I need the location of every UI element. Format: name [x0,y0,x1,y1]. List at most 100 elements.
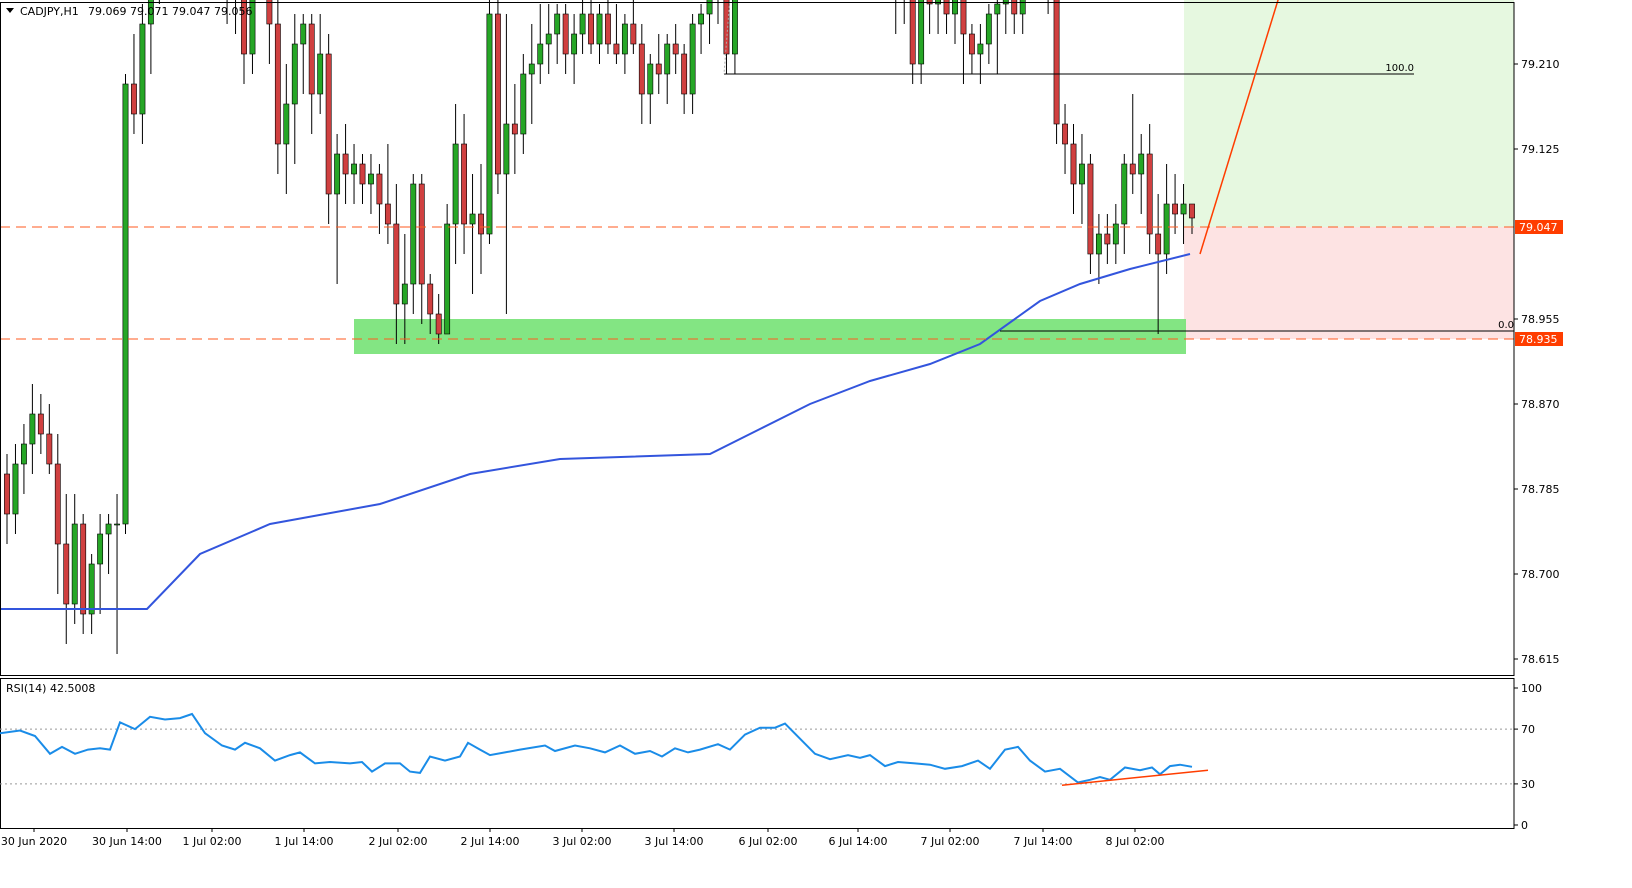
price-tag-stop-bg [1515,332,1563,346]
candle-body [376,173,383,205]
symbol-label: CADJPY,H1 [20,5,79,18]
candle-body [486,13,493,235]
candle-body [503,123,510,175]
candle-body [985,13,992,45]
time-tick-label: 6 Jul 02:00 [739,835,798,848]
chart-overlays: 0.0100.0100.061.888.60.079.36579.04778.9… [0,0,1563,676]
candle-body [630,23,637,45]
candle-body [1070,143,1077,185]
candle-body [54,463,61,545]
candle-body [1011,0,1018,15]
candle-body [266,0,273,25]
candle-body [977,43,984,55]
candle-body [410,183,417,285]
candle-body [511,123,518,135]
candle-body [621,23,628,55]
candle-body [105,523,112,535]
candle-body [1180,203,1187,215]
time-tick-label: 1 Jul 14:00 [275,835,334,848]
candle-body [638,43,645,95]
candle-body [274,23,281,145]
price-tick-label: 78.870 [1521,398,1560,411]
price-panel-frame [0,2,1515,676]
candle-body [588,13,594,45]
price-tag-current-bg [1515,220,1563,234]
rsi-panel: 100 70 30 0 [0,678,1542,832]
candle-body [359,163,366,185]
time-tick-label: 6 Jul 14:00 [829,835,888,848]
candle-body [283,103,290,145]
fib-label-upper-100: 100.0 [1385,63,1414,74]
time-tick-label: 7 Jul 02:00 [921,835,980,848]
price-tick-label: 78.615 [1521,653,1560,666]
candle-body [562,13,569,55]
time-axis: 30 Jun 2020 30 Jun 14:00 1 Jul 02:00 1 Jul … [1,828,1165,848]
price-tick-label: 78.700 [1521,568,1560,581]
candle-body [554,13,561,35]
candle-body [37,413,44,435]
candle-body [647,63,654,95]
candle-body [368,173,374,185]
candle-body [1146,153,1153,235]
candle-body [401,283,408,305]
candle-body [520,73,527,135]
candle-body [537,43,544,65]
candle-body [393,223,400,305]
candle-body [918,0,925,65]
candle-body [461,143,467,225]
candle-body [29,413,36,445]
candle-body [241,0,247,55]
ohlc-label: 79.069 79.071 79.047 79.056 [88,5,252,18]
candle-body [943,0,950,15]
candle-body [80,523,87,615]
candle-body [698,13,704,25]
candle-body [300,23,307,45]
rsi-tick-label: 30 [1521,778,1535,791]
time-tick-label: 30 Jun 2020 [1,835,67,848]
candle-body [1112,223,1119,245]
candle-body [351,163,357,175]
candle-body [71,523,78,605]
rsi-divergence-trendline [1061,769,1209,787]
candle-body [325,53,332,195]
price-tick-label: 78.955 [1521,313,1560,326]
candles [4,0,1195,654]
time-tick-label: 3 Jul 14:00 [645,835,704,848]
candle-body [21,443,27,465]
candle-body [291,43,298,105]
candle-body [435,313,442,335]
rsi-line [0,712,1193,784]
candle-body [63,543,70,605]
candle-body [1129,163,1136,175]
stop-zone [1184,227,1514,339]
price-axis: 79.72079.63579.55079.46579.38079.29579.2… [1514,58,1560,666]
candle-body [452,143,459,225]
rsi-panel-frame [0,678,1515,829]
candle-body [427,283,434,315]
candle-body [97,533,104,565]
candle-body [1104,233,1111,245]
time-tick-label: 2 Jul 14:00 [461,835,520,848]
time-tick-label: 30 Jun 14:00 [92,835,162,848]
fib-label-lower-0: 0.0 [1498,320,1514,331]
candle-body [969,33,975,55]
candle-body [1053,0,1060,125]
candle-body [706,0,713,15]
candle-body [545,33,552,45]
candle-body [317,53,324,95]
candle-body [1172,203,1178,215]
target-zone [1184,0,1514,227]
candle-body [1062,123,1068,145]
candle-body [4,473,10,515]
candle-body [384,203,391,225]
candle-body [1121,163,1128,225]
candle-body [528,63,535,75]
candle-body [1138,153,1145,175]
time-tick-label: 8 Jul 02:00 [1106,835,1165,848]
candle-body [308,23,315,95]
candle-body [1095,233,1102,255]
candle-body [12,463,19,515]
candle-body [1163,203,1170,255]
